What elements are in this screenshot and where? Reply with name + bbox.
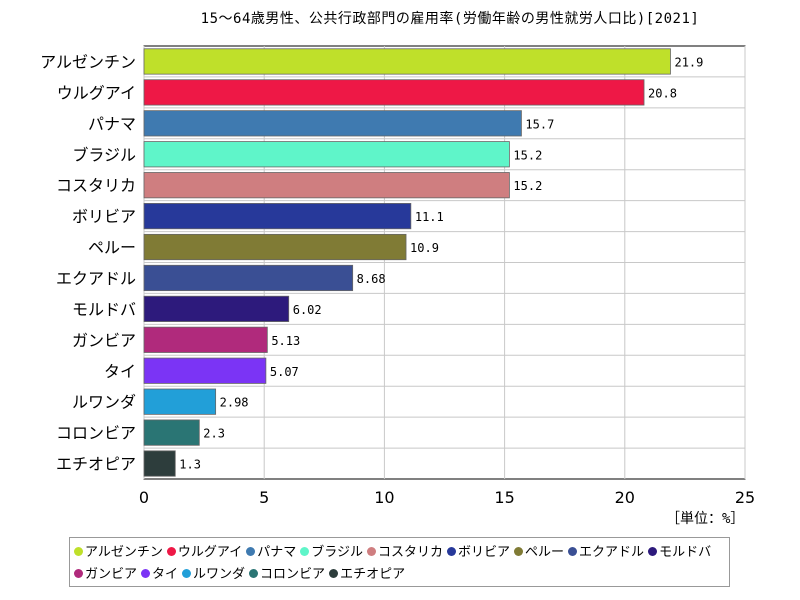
category-label: ルワンダ bbox=[72, 393, 136, 412]
value-label: 2.98 bbox=[220, 396, 249, 410]
legend-marker bbox=[166, 547, 176, 556]
category-label: ウルグアイ bbox=[57, 83, 136, 102]
x-tick-label: 15 bbox=[494, 488, 514, 507]
legend-label: ルワンダ bbox=[193, 567, 246, 582]
legend-label: ボリビア bbox=[458, 545, 511, 560]
legend-label: ブラジル bbox=[311, 545, 363, 560]
value-label: 10.9 bbox=[410, 241, 439, 255]
x-tick-labels: 0 5 10 15 20 25 bbox=[139, 488, 755, 507]
category-label: ガンビア bbox=[72, 331, 136, 350]
bar bbox=[143, 79, 645, 106]
legend-label: ガンビア bbox=[85, 567, 138, 582]
legend-marker bbox=[300, 547, 310, 556]
value-label: 15.7 bbox=[525, 117, 554, 131]
bar bbox=[143, 233, 407, 261]
legend-item: アルゼンチン bbox=[74, 542, 163, 563]
legend-item: ウルグアイ bbox=[166, 542, 243, 563]
bar bbox=[143, 48, 671, 75]
legend-item: パナマ bbox=[246, 542, 296, 563]
legend-label: エチオピア bbox=[340, 567, 406, 582]
legend-marker bbox=[141, 569, 151, 578]
grid-lines bbox=[143, 46, 746, 479]
value-label: 20.8 bbox=[648, 86, 677, 100]
category-label: モルドバ bbox=[72, 300, 136, 319]
x-tick-label: 0 bbox=[139, 488, 149, 507]
category-label: エクアドル bbox=[56, 269, 136, 288]
value-label: 1.3 bbox=[179, 458, 201, 472]
bars bbox=[143, 48, 671, 477]
legend-item: エクアドル bbox=[568, 542, 644, 563]
legend-marker bbox=[447, 547, 457, 556]
category-label: ブラジル bbox=[72, 145, 136, 164]
legend-marker bbox=[568, 547, 578, 556]
legend-marker bbox=[74, 569, 83, 578]
bar bbox=[143, 264, 354, 292]
bar bbox=[143, 388, 217, 415]
x-tick-label: 10 bbox=[374, 488, 394, 507]
bar bbox=[143, 141, 510, 168]
legend: アルゼンチン ウルグアイ パナマ ブラジル コスタリカ ボリビア ペルー エクアドル モルドバガ… bbox=[69, 537, 730, 587]
legend-label: コロンビア bbox=[260, 567, 326, 582]
bar bbox=[143, 110, 522, 137]
legend-item: ペルー bbox=[514, 542, 564, 563]
bar bbox=[143, 326, 268, 353]
legend-label: ウルグアイ bbox=[177, 545, 243, 560]
legend-marker bbox=[246, 547, 256, 556]
bar bbox=[143, 203, 412, 230]
value-label: 6.02 bbox=[293, 303, 322, 317]
legend-item: ボリビア bbox=[447, 542, 510, 563]
unit-label: ［単位：%］ bbox=[666, 511, 745, 527]
legend-marker bbox=[648, 547, 658, 556]
legend-label: タイ bbox=[152, 567, 179, 582]
category-label: ペルー bbox=[88, 238, 136, 257]
legend-marker bbox=[329, 569, 339, 578]
legend-item: コスタリカ bbox=[367, 542, 443, 563]
legend-marker bbox=[182, 569, 192, 578]
legend-item: モルドバ bbox=[648, 542, 711, 563]
legend-item: エチオピア bbox=[329, 564, 405, 585]
legend-item: ブラジル bbox=[300, 542, 363, 563]
legend-label: モルドバ bbox=[659, 545, 712, 560]
value-label: 2.3 bbox=[203, 427, 225, 441]
value-labels: 21.9 20.8 15.7 15.2 15.2 11.1 10.9 8.68 6.02 5.13… bbox=[179, 55, 703, 471]
legend-item: コロンビア bbox=[249, 564, 325, 585]
x-tick-label: 5 bbox=[259, 488, 269, 507]
x-tick-label: 25 bbox=[735, 488, 755, 507]
bar bbox=[143, 357, 267, 384]
value-label: 11.1 bbox=[415, 210, 444, 224]
legend-item: ルワンダ bbox=[182, 564, 245, 585]
value-label: 15.2 bbox=[513, 179, 542, 193]
category-label: タイ bbox=[104, 362, 136, 381]
category-label: エチオピア bbox=[56, 455, 136, 474]
legend-marker bbox=[74, 547, 83, 556]
legend-label: エクアドル bbox=[579, 545, 645, 560]
value-label: 5.07 bbox=[270, 365, 299, 379]
category-label: アルゼンチン bbox=[40, 52, 136, 71]
value-label: 15.2 bbox=[513, 148, 542, 162]
legend-label: ペルー bbox=[525, 545, 565, 560]
bar bbox=[143, 172, 510, 199]
bar bbox=[143, 419, 200, 446]
chart-title: 15〜64歳男性、公共行政部門の雇用率(労働年齢の男性就労人口比)[2021] bbox=[200, 11, 700, 27]
legend-marker bbox=[514, 547, 524, 556]
legend-label: コスタリカ bbox=[378, 545, 444, 560]
value-label: 5.13 bbox=[271, 334, 300, 348]
category-label: ボリビア bbox=[72, 207, 136, 226]
x-tick-label: 20 bbox=[615, 488, 635, 507]
bar bbox=[143, 295, 290, 322]
legend-item: タイ bbox=[141, 564, 178, 585]
category-labels: アルゼンチンウルグアイパナマブラジルコスタリカボリビアペルーエクアドルモルドバガ… bbox=[40, 52, 136, 473]
value-label: 21.9 bbox=[674, 55, 703, 69]
bar bbox=[143, 450, 176, 477]
legend-label: パナマ bbox=[257, 545, 297, 560]
legend-marker bbox=[367, 547, 376, 556]
legend-item: ガンビア bbox=[74, 564, 137, 585]
value-label: 8.68 bbox=[357, 272, 386, 286]
category-label: コスタリカ bbox=[56, 176, 136, 195]
legend-label: アルゼンチン bbox=[85, 545, 163, 560]
category-label: コロンビア bbox=[56, 424, 136, 443]
category-label: パナマ bbox=[88, 114, 136, 133]
legend-marker bbox=[249, 569, 259, 578]
